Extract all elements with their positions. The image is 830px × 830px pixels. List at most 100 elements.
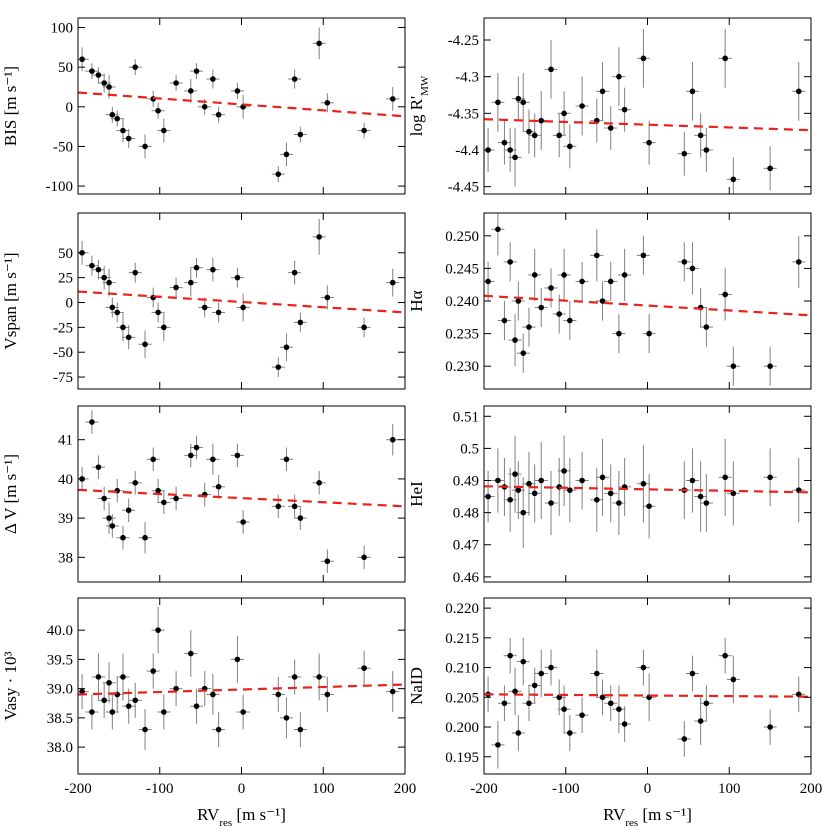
point <box>291 503 298 510</box>
point <box>275 364 282 370</box>
point <box>599 88 606 95</box>
y-tick-label: 0.245 <box>445 261 479 277</box>
panel: -4.45 -4.4 -4.35 -4.3 -4.25 log R'MW <box>407 17 812 196</box>
point <box>697 493 704 500</box>
x-tick-label: 0 <box>644 781 652 797</box>
y-tick-label: 50 <box>58 60 73 76</box>
y-tick-label: 39 <box>58 511 73 527</box>
point <box>616 500 622 506</box>
point <box>594 496 600 503</box>
point <box>240 519 246 525</box>
point <box>324 691 331 698</box>
point <box>722 55 728 62</box>
y-tick-label: 41 <box>58 433 73 449</box>
panel-frame <box>77 597 406 775</box>
point <box>291 269 298 276</box>
point <box>142 341 148 348</box>
point <box>132 269 139 276</box>
point <box>567 317 573 324</box>
point <box>161 709 167 715</box>
point <box>193 264 200 271</box>
panel: 38.0 38.5 39.0 39.5 40.0 -200 -100 0 100 200 Vasy … <box>1 597 416 829</box>
point <box>681 259 688 265</box>
point <box>173 685 179 692</box>
y-tick-label: -4.45 <box>448 180 479 196</box>
y-tick-label: 0 <box>66 100 74 116</box>
point <box>621 721 628 727</box>
point <box>155 309 161 316</box>
point <box>495 99 501 106</box>
y-tick-label: 0.220 <box>445 601 479 617</box>
y-tick-label: -100 <box>46 179 74 195</box>
y-tick-label: 38.5 <box>47 711 73 727</box>
point <box>173 495 179 502</box>
point <box>703 700 710 707</box>
label-part: RV <box>197 805 220 824</box>
point <box>531 682 538 689</box>
point <box>703 324 710 330</box>
y-tick-label: 38.0 <box>47 740 73 756</box>
point <box>316 234 322 240</box>
point <box>101 80 107 86</box>
y-tick-label: 0.240 <box>445 294 479 310</box>
panel-frame <box>483 212 812 390</box>
point <box>795 259 802 265</box>
point <box>109 304 116 311</box>
point <box>567 487 573 493</box>
x-tick-label: 0 <box>238 781 246 797</box>
x-tick-label: 100 <box>312 781 335 797</box>
point <box>125 703 132 709</box>
y-tick-label: 100 <box>51 21 74 37</box>
point <box>689 88 696 95</box>
panel-frame <box>483 597 812 775</box>
point <box>155 627 161 633</box>
panel-frame <box>77 17 406 195</box>
point <box>95 674 102 680</box>
point <box>646 503 652 510</box>
point <box>275 691 282 698</box>
point <box>607 125 614 131</box>
y-tick-label: 0.230 <box>445 359 479 375</box>
point <box>79 56 85 63</box>
axis-label: log R'MW <box>407 75 431 136</box>
point <box>109 523 116 529</box>
point <box>161 324 167 331</box>
point <box>215 726 222 733</box>
point <box>120 324 126 331</box>
label-part: Vspan [m s⁻¹] <box>1 252 20 349</box>
point <box>210 266 216 273</box>
point <box>291 674 298 680</box>
point <box>234 274 241 281</box>
point <box>161 499 167 506</box>
point <box>567 143 573 150</box>
point <box>621 272 628 278</box>
panel-frame <box>483 17 812 195</box>
panel-frame <box>77 405 406 583</box>
point <box>485 493 491 500</box>
point <box>297 131 304 138</box>
point <box>101 495 107 502</box>
point <box>531 132 538 139</box>
axis-label: HeI <box>407 481 426 507</box>
point <box>316 480 322 486</box>
plot-area <box>78 410 405 573</box>
point <box>361 554 367 561</box>
point <box>324 294 331 301</box>
point <box>95 266 102 273</box>
point <box>106 679 112 686</box>
point <box>361 665 367 671</box>
point <box>640 252 647 259</box>
point <box>767 474 773 481</box>
x-tick-label: -100 <box>146 781 174 797</box>
panel: 0.195 0.200 0.205 0.210 0.215 0.220 -200 -100 0 1… <box>407 597 823 829</box>
point <box>526 324 532 330</box>
point <box>501 139 508 146</box>
point <box>132 64 139 70</box>
x-tick-label: 200 <box>800 781 823 797</box>
y-tick-label: -4.35 <box>448 106 479 122</box>
y-tick-label: 0.235 <box>445 327 479 343</box>
point <box>95 464 102 470</box>
point <box>501 700 508 707</box>
point <box>538 477 545 484</box>
point <box>722 291 728 298</box>
